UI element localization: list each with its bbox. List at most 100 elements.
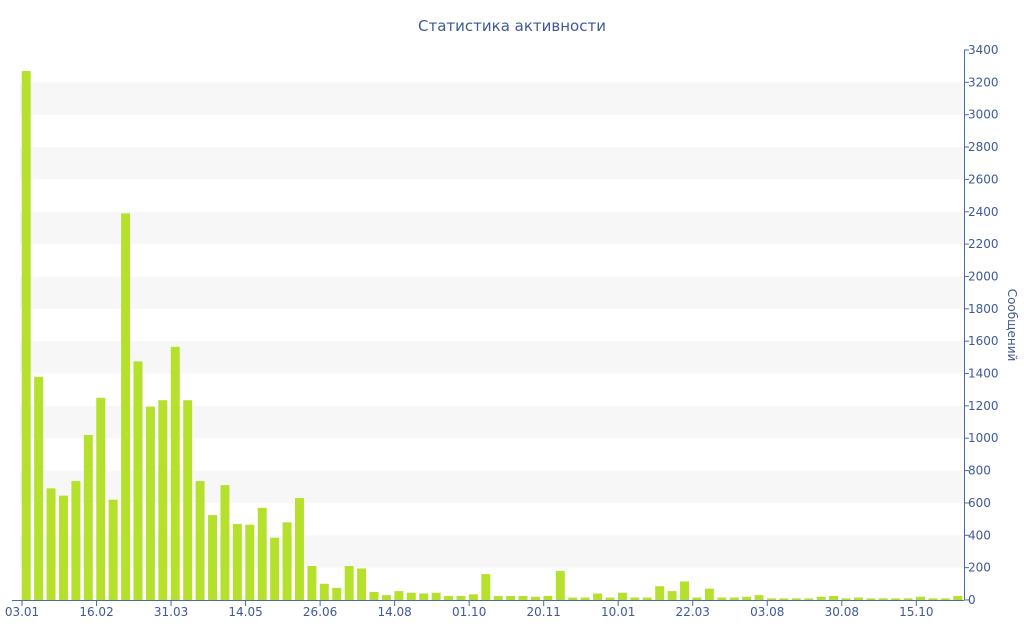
y-tick-label: 3200 (968, 75, 999, 89)
bar (369, 591, 379, 600)
x-tick-label: 14.08 (377, 605, 411, 619)
bar (580, 597, 590, 600)
bar (83, 435, 93, 600)
y-tick-label: 2200 (968, 237, 999, 251)
bar (431, 592, 441, 600)
bar (853, 597, 863, 600)
bar (34, 376, 44, 600)
bar (717, 597, 727, 600)
bar (282, 522, 292, 600)
x-tick-label: 14.05 (228, 605, 262, 619)
bar (593, 593, 603, 600)
bar (531, 596, 540, 600)
bar (381, 595, 391, 600)
bar (245, 524, 255, 600)
bar (543, 595, 553, 600)
bar (506, 595, 516, 600)
bar (468, 594, 478, 600)
bar (71, 481, 81, 600)
bars (21, 71, 963, 600)
bar (158, 400, 168, 600)
y-tick-label: 1600 (968, 334, 999, 348)
x-tick-label: 10.01 (601, 605, 635, 619)
bar (754, 595, 764, 600)
x-tick-label: 01.10 (452, 605, 486, 619)
y-tick-label: 200 (968, 561, 991, 575)
bar (928, 598, 938, 600)
bar (195, 481, 205, 600)
bar (791, 598, 801, 600)
bar (183, 400, 193, 600)
y-tick-label: 2400 (968, 205, 999, 219)
bar (59, 495, 68, 600)
x-tick-label: 15.10 (899, 605, 933, 619)
x-tick-label: 20.11 (527, 605, 561, 619)
bar (46, 488, 56, 600)
y-tick-label: 1400 (968, 367, 999, 381)
bar (493, 595, 503, 600)
bar (953, 595, 963, 600)
grid-band (20, 82, 964, 115)
bar (133, 361, 143, 600)
y-axis-title: Сообщений (1005, 289, 1019, 362)
axes: 0 200 400 600 800 1000 1200 1400 1600 1800 2000 220… (5, 43, 999, 619)
bar (655, 586, 665, 600)
bar (456, 595, 466, 600)
bar (257, 507, 267, 600)
bar (394, 591, 404, 600)
bar (667, 591, 677, 600)
bar (319, 583, 329, 600)
x-tick-label: 22.03 (676, 605, 710, 619)
bar (232, 523, 242, 600)
bar (332, 587, 342, 600)
y-tick-label: 3000 (968, 108, 999, 122)
bar (891, 598, 901, 600)
bar (170, 346, 180, 600)
x-tick-label: 30.08 (825, 605, 859, 619)
bar (779, 598, 789, 600)
bar (220, 485, 230, 600)
bar (481, 574, 491, 600)
bar (816, 596, 826, 600)
y-tick-label: 0 (968, 593, 976, 607)
bar (878, 598, 888, 600)
y-tick-label: 2000 (968, 269, 999, 283)
grid-band (20, 211, 964, 245)
bar (270, 537, 280, 600)
bar (642, 597, 652, 600)
bar (108, 499, 118, 600)
bar (357, 568, 367, 600)
bar (96, 397, 106, 600)
bar (307, 566, 317, 600)
chart-title: Статистика активности (418, 17, 606, 35)
bar (568, 597, 578, 600)
bar (866, 598, 876, 600)
bar (729, 597, 739, 600)
bar (704, 588, 714, 600)
bar (903, 598, 913, 600)
x-tick-label: 31.03 (154, 605, 188, 619)
bar (444, 595, 453, 600)
bar (841, 598, 851, 600)
y-tick-label: 2800 (968, 140, 999, 154)
x-tick-label: 26.06 (303, 605, 337, 619)
bar (555, 570, 565, 600)
grid-bands (20, 82, 964, 568)
bar (406, 592, 416, 600)
grid-band (20, 341, 964, 374)
bar (419, 593, 429, 600)
y-tick-label: 600 (968, 496, 991, 510)
bar (344, 566, 354, 600)
bar (692, 597, 702, 600)
bar (804, 598, 814, 600)
bar (940, 598, 950, 600)
x-tick-label: 16.02 (79, 605, 113, 619)
bar (121, 213, 131, 600)
x-tick-label: 03.01 (5, 605, 39, 619)
y-tick-label: 1200 (968, 399, 999, 413)
bar (767, 598, 776, 600)
grid-band (20, 276, 964, 309)
bar (605, 597, 615, 600)
